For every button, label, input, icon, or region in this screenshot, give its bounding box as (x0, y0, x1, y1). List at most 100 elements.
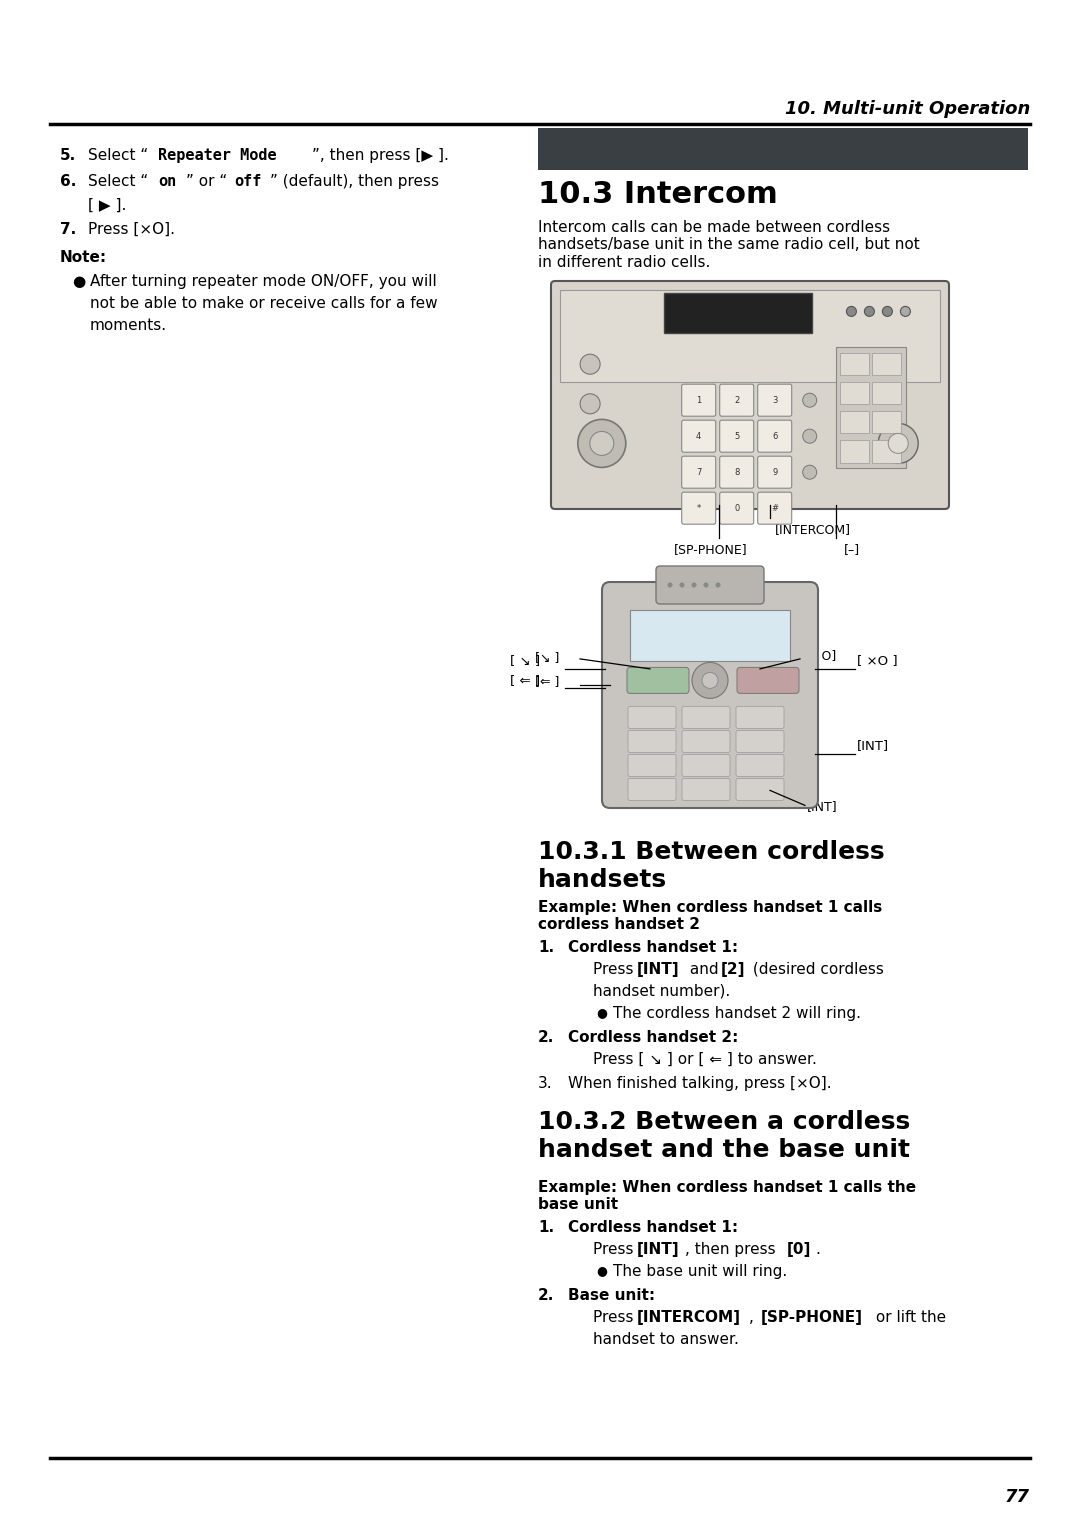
FancyBboxPatch shape (627, 755, 676, 776)
Text: [⨯ O]: [⨯ O] (802, 649, 836, 662)
Text: Example: When cordless handset 1 calls the
base unit: Example: When cordless handset 1 calls t… (538, 1180, 916, 1212)
Circle shape (802, 465, 816, 480)
FancyBboxPatch shape (681, 492, 716, 524)
Text: or lift the: or lift the (870, 1309, 946, 1325)
Text: [SP-PHONE]: [SP-PHONE] (674, 542, 747, 556)
Bar (872, 353, 901, 374)
FancyBboxPatch shape (719, 457, 754, 489)
Text: handset to answer.: handset to answer. (593, 1332, 739, 1348)
Text: [⇐ ]: [⇐ ] (535, 675, 559, 689)
Text: 3.: 3. (538, 1076, 553, 1091)
Text: [INTERCOM]: [INTERCOM] (637, 1309, 741, 1325)
Text: 6.: 6. (60, 174, 77, 189)
Text: Repeater Mode: Repeater Mode (158, 148, 276, 163)
Text: When finished talking, press [⨯O].: When finished talking, press [⨯O]. (568, 1076, 832, 1091)
Text: ●: ● (72, 274, 85, 289)
Text: After turning repeater mode ON/OFF, you will: After turning repeater mode ON/OFF, you … (90, 274, 436, 289)
Circle shape (802, 393, 816, 406)
Text: on: on (158, 174, 176, 189)
FancyBboxPatch shape (602, 582, 818, 808)
Text: Select “: Select “ (87, 174, 148, 189)
Text: , then press: , then press (685, 1242, 781, 1258)
Circle shape (864, 307, 875, 316)
FancyBboxPatch shape (735, 778, 784, 801)
Text: moments.: moments. (90, 318, 167, 333)
Text: [INT]: [INT] (637, 1242, 679, 1258)
Text: 2: 2 (734, 396, 740, 405)
Text: The cordless handset 2 will ring.: The cordless handset 2 will ring. (613, 1005, 861, 1021)
FancyBboxPatch shape (681, 730, 730, 752)
Text: 7: 7 (696, 468, 701, 477)
Circle shape (679, 582, 685, 587)
FancyBboxPatch shape (681, 384, 716, 416)
Circle shape (703, 582, 708, 587)
Text: not be able to make or receive calls for a few: not be able to make or receive calls for… (90, 296, 437, 312)
FancyBboxPatch shape (719, 384, 754, 416)
FancyBboxPatch shape (758, 420, 792, 452)
Text: ” or “: ” or “ (186, 174, 227, 189)
Text: 77: 77 (1005, 1488, 1030, 1507)
Circle shape (691, 582, 697, 587)
Text: [INT]: [INT] (637, 963, 679, 976)
Circle shape (847, 307, 856, 316)
Text: (desired cordless: (desired cordless (748, 963, 883, 976)
FancyBboxPatch shape (681, 457, 716, 489)
Text: 2.: 2. (538, 1030, 554, 1045)
Text: 8: 8 (734, 468, 740, 477)
Text: .: . (815, 1242, 820, 1258)
Text: 5: 5 (734, 432, 740, 440)
Text: 10. Multi-unit Operation: 10. Multi-unit Operation (785, 99, 1030, 118)
Circle shape (802, 429, 816, 443)
Text: 10.3 Intercom: 10.3 Intercom (538, 180, 778, 209)
Text: 7.: 7. (60, 222, 77, 237)
FancyBboxPatch shape (735, 706, 784, 729)
FancyBboxPatch shape (737, 668, 799, 694)
Circle shape (667, 582, 673, 587)
Circle shape (590, 431, 613, 455)
Text: Cordless handset 1:: Cordless handset 1: (568, 940, 738, 955)
FancyBboxPatch shape (656, 565, 764, 604)
Bar (630, 610, 789, 660)
Text: off: off (234, 174, 261, 189)
Circle shape (888, 434, 908, 454)
Text: 10.3.2 Between a cordless
handset and the base unit: 10.3.2 Between a cordless handset and th… (538, 1109, 910, 1161)
Bar (840, 382, 869, 403)
Text: Cordless handset 2:: Cordless handset 2: (568, 1030, 739, 1045)
Text: Press: Press (593, 963, 638, 976)
Bar (872, 411, 901, 434)
Text: Press [ ↘ ] or [ ⇐ ] to answer.: Press [ ↘ ] or [ ⇐ ] to answer. (593, 1051, 816, 1067)
Bar (840, 440, 869, 463)
Text: ” (default), then press: ” (default), then press (270, 174, 438, 189)
Bar (538, 128, 1028, 170)
FancyBboxPatch shape (627, 730, 676, 752)
Text: [ ⨯O ]: [ ⨯O ] (858, 654, 897, 668)
Text: Example: When cordless handset 1 calls
cordless handset 2: Example: When cordless handset 1 calls c… (538, 900, 882, 932)
Text: [–]: [–] (843, 542, 860, 556)
Text: Select “: Select “ (87, 148, 148, 163)
FancyBboxPatch shape (551, 281, 949, 509)
Text: The base unit will ring.: The base unit will ring. (613, 1264, 787, 1279)
Text: [SP-PHONE]: [SP-PHONE] (761, 1309, 863, 1325)
Text: and: and (685, 963, 724, 976)
Circle shape (578, 419, 625, 468)
Text: 4: 4 (697, 432, 701, 440)
Text: 9: 9 (772, 468, 778, 477)
Text: Note:: Note: (60, 251, 107, 264)
Text: 1.: 1. (538, 940, 554, 955)
FancyBboxPatch shape (681, 706, 730, 729)
Bar (836, 347, 906, 468)
Text: Press: Press (593, 1242, 638, 1258)
FancyBboxPatch shape (758, 384, 792, 416)
Text: [ ▶ ].: [ ▶ ]. (87, 199, 126, 212)
Circle shape (580, 394, 600, 414)
Text: 2.: 2. (538, 1288, 554, 1303)
Bar (872, 440, 901, 463)
FancyBboxPatch shape (719, 420, 754, 452)
Text: handset number).: handset number). (593, 984, 730, 999)
FancyBboxPatch shape (627, 778, 676, 801)
Circle shape (901, 307, 910, 316)
FancyBboxPatch shape (758, 457, 792, 489)
Text: #: # (771, 504, 779, 513)
Text: [INT]: [INT] (858, 740, 889, 752)
Text: Base unit:: Base unit: (568, 1288, 656, 1303)
